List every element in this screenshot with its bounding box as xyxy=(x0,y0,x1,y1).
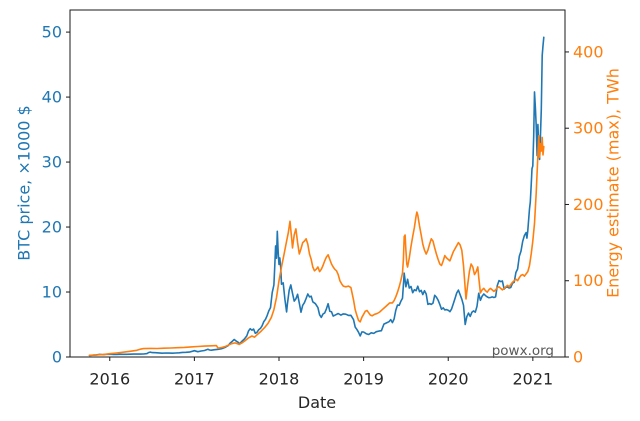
right-y-tick-label: 100 xyxy=(573,271,604,290)
x-tick-label: 2016 xyxy=(89,370,130,389)
x-tick-label: 2017 xyxy=(174,370,215,389)
x-tick-label: 2018 xyxy=(259,370,300,389)
right-y-axis-label: Energy estimate (max), TWh xyxy=(603,68,623,298)
x-tick-label: 2019 xyxy=(343,370,384,389)
left-y-tick-label: 50 xyxy=(42,23,62,42)
right-y-tick-label: 0 xyxy=(573,348,583,367)
x-tick-label: 2021 xyxy=(512,370,553,389)
left-y-axis-label: BTC price, ×1000 $ xyxy=(14,105,34,261)
left-y-tick-label: 10 xyxy=(42,283,62,302)
watermark-text: powx.org xyxy=(491,343,554,359)
x-tick-label: 2020 xyxy=(428,370,469,389)
left-y-tick-label: 40 xyxy=(42,88,62,107)
btc-price-line xyxy=(88,36,545,357)
axes-spines xyxy=(69,9,566,358)
right-y-tick-label: 400 xyxy=(573,42,604,61)
x-axis-label: Date xyxy=(297,393,337,412)
left-y-tick-label: 0 xyxy=(52,348,62,367)
right-y-tick-label: 300 xyxy=(573,119,604,138)
energy-estimate-line xyxy=(88,135,545,357)
right-y-tick-label: 200 xyxy=(573,195,604,214)
left-y-tick-label: 30 xyxy=(42,153,62,172)
left-y-tick-label: 20 xyxy=(42,218,62,237)
